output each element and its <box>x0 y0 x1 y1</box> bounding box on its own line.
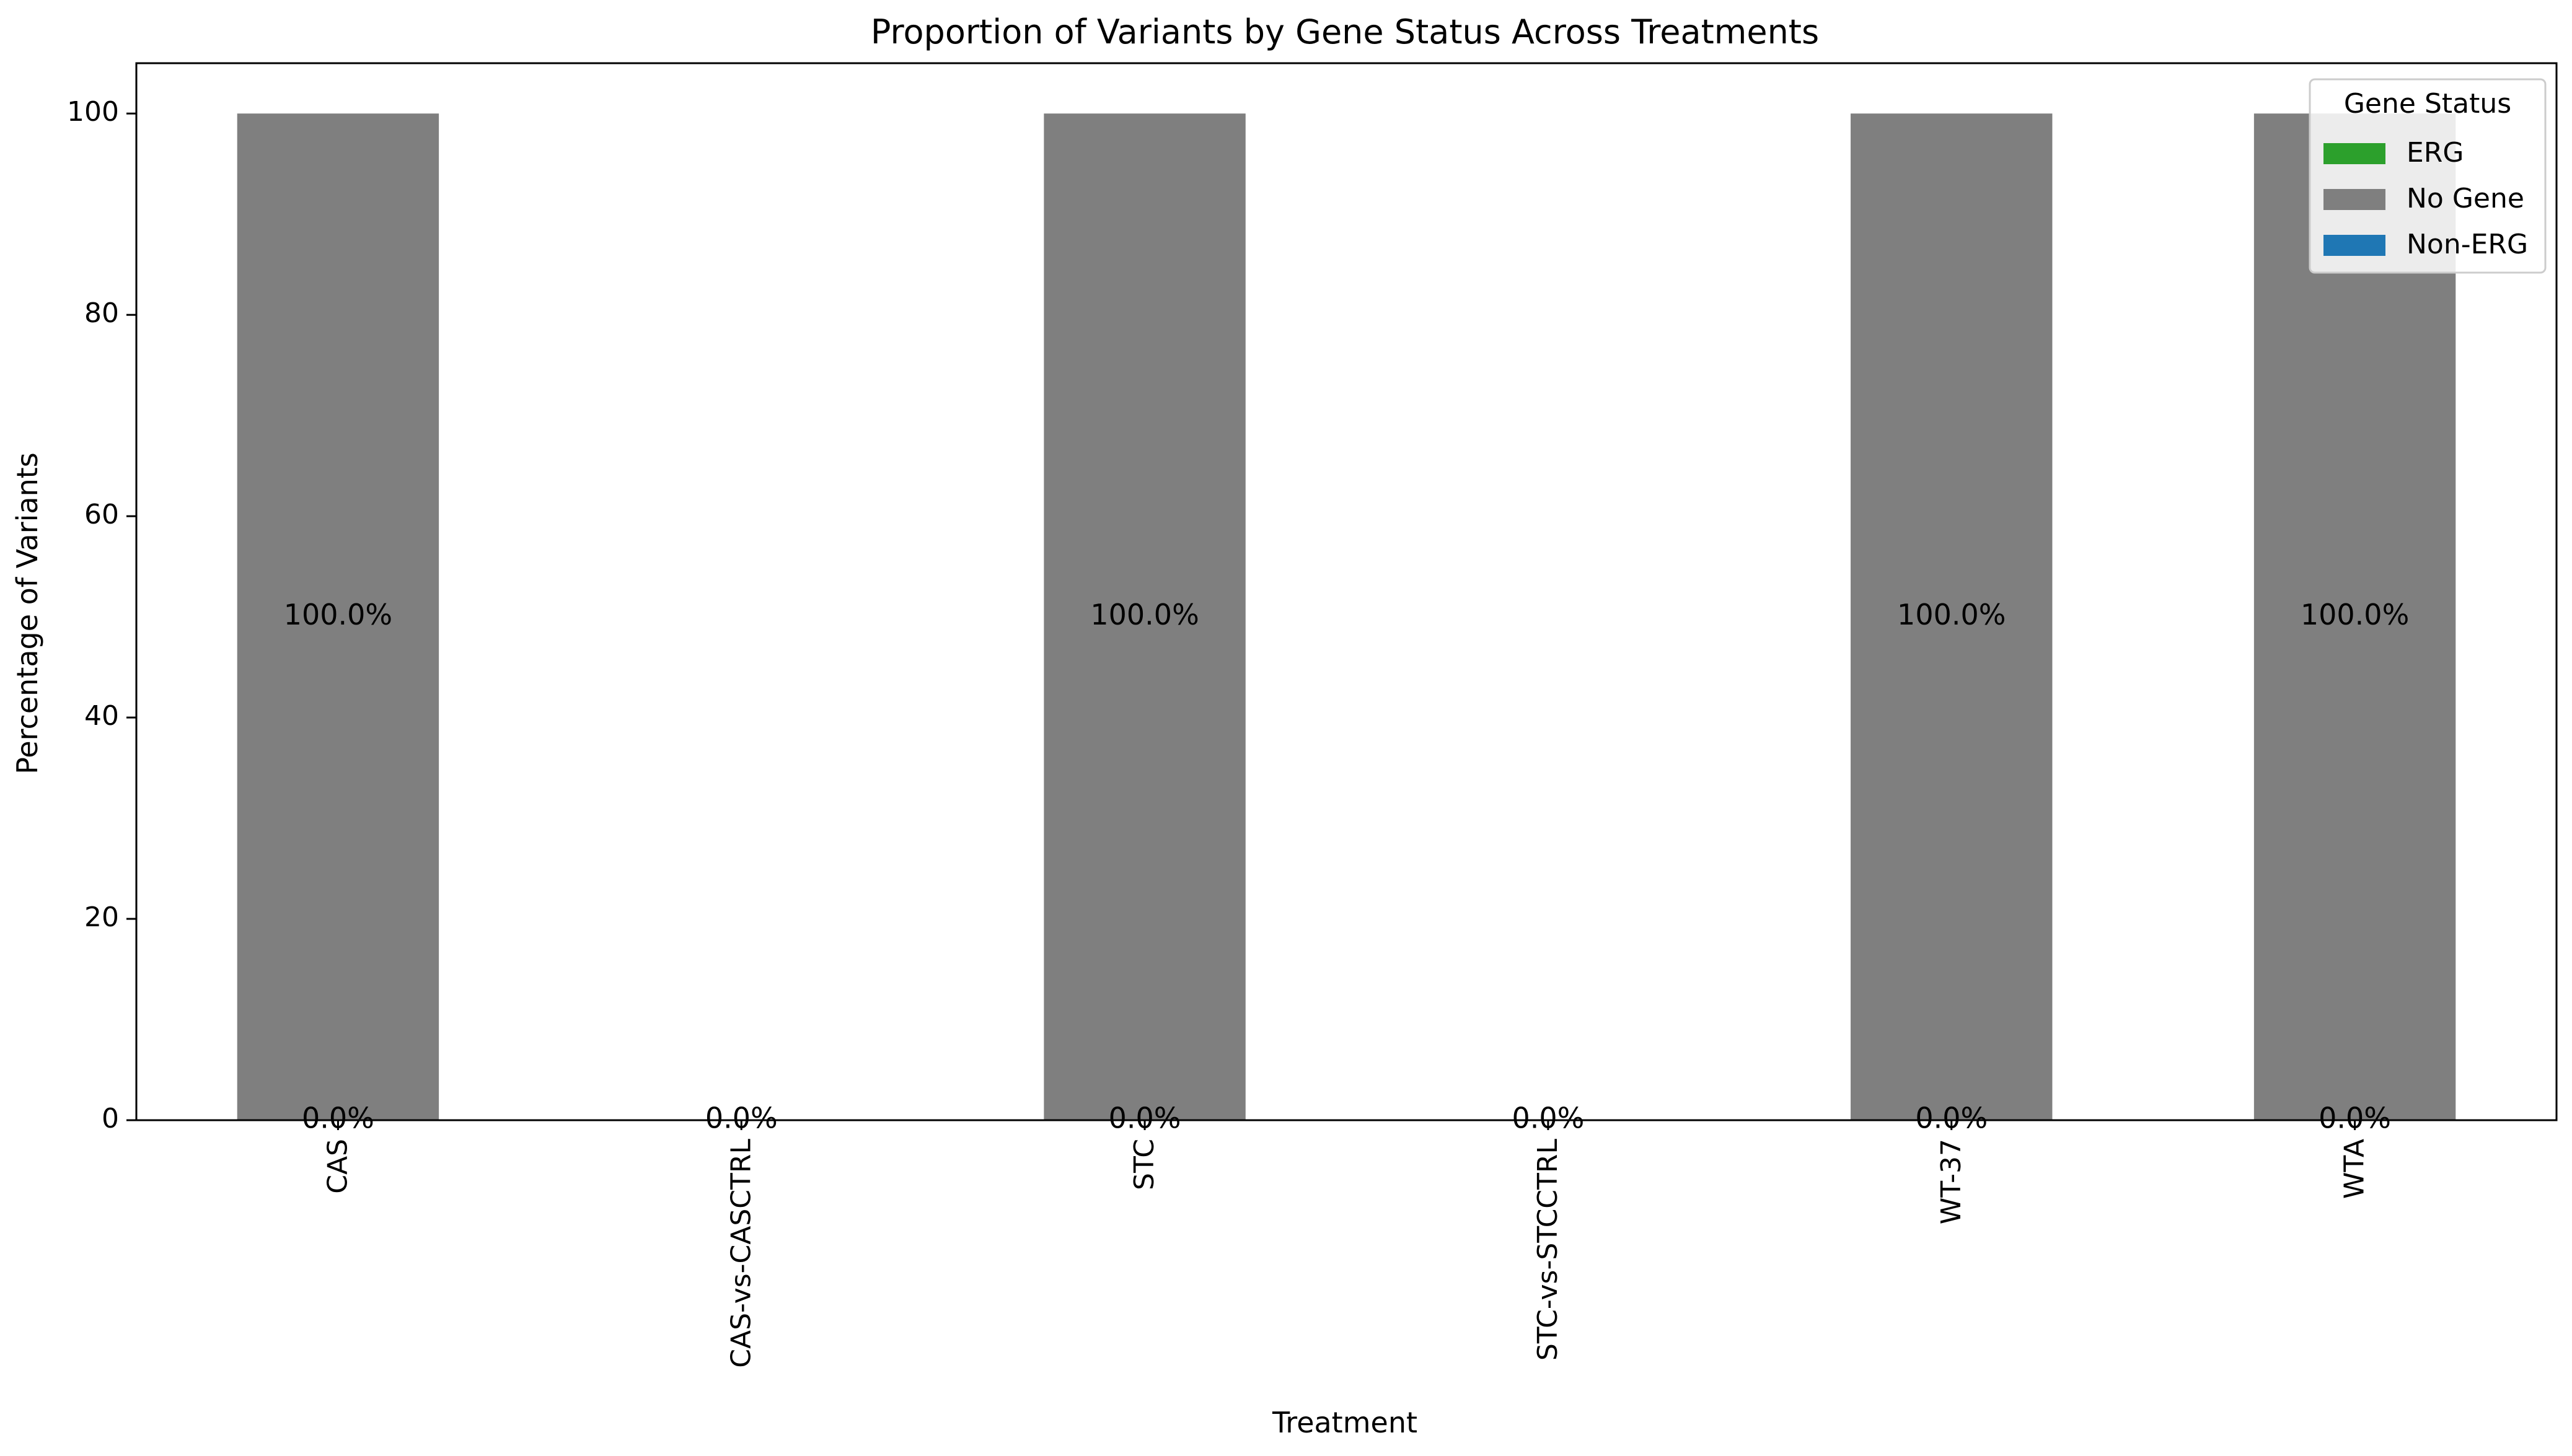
legend-swatch <box>2323 143 2385 164</box>
x-tick-label: WT-37 <box>1936 1139 1967 1224</box>
legend-box <box>2309 78 2547 274</box>
y-tick-label: 100 <box>67 96 119 128</box>
chart-title: Proportion of Variants by Gene Status Ac… <box>871 12 1819 51</box>
data-label: 100.0% <box>2301 598 2409 631</box>
y-axis-label: Percentage of Variants <box>11 452 44 774</box>
legend-label: Non-ERG <box>2407 229 2528 260</box>
x-tick-label: STC-vs-STCCTRL <box>1532 1139 1564 1361</box>
x-tick-label: CAS <box>322 1139 353 1194</box>
legend-swatch <box>2323 189 2385 210</box>
bar-no-gene-stc <box>1044 113 1246 1121</box>
x-tick-label: CAS-vs-CASCTRL <box>725 1139 757 1368</box>
legend-swatch <box>2323 235 2385 256</box>
legend-label: No Gene <box>2407 183 2524 214</box>
y-tick-label: 80 <box>84 297 119 329</box>
data-label: 100.0% <box>1897 598 2006 631</box>
plot-frame <box>135 62 2558 1121</box>
plot-area: 100.0%0.0% 0.0%100.0%0.0% 0.0%100.0%0.0%10… <box>67 62 2558 1368</box>
legend-title: Gene Status <box>2344 88 2511 120</box>
legend-label: ERG <box>2407 137 2464 169</box>
legend: Gene Status ERG No Gene Non-ERG <box>2309 78 2547 274</box>
data-label: 100.0% <box>284 598 392 631</box>
x-tick-label: WTA <box>2339 1139 2371 1199</box>
y-tick-label: 40 <box>84 700 119 732</box>
bar-no-gene-cas <box>237 113 439 1121</box>
y-tick-label: 0 <box>102 1103 119 1134</box>
y-tick-label: 20 <box>84 901 119 933</box>
data-label: 100.0% <box>1090 598 1199 631</box>
y-tick-label: 60 <box>84 499 119 530</box>
bar-no-gene-wta <box>2253 113 2456 1121</box>
x-axis-label: Treatment <box>1272 1406 1417 1439</box>
x-tick-label: STC <box>1129 1139 1160 1190</box>
bar-no-gene-wt-37 <box>1851 113 2053 1121</box>
